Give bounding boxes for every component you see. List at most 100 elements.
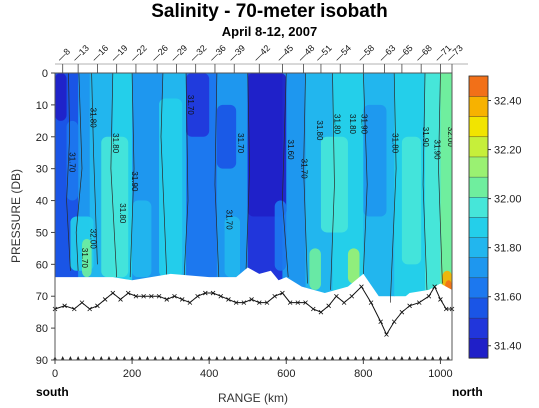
salinity-patch xyxy=(347,248,360,284)
station-marker xyxy=(407,356,412,360)
station-marker xyxy=(184,356,188,360)
x-axis: 0 200 400 600 800 1000 xyxy=(52,360,453,380)
x-tick-label: 0 xyxy=(52,368,58,380)
station-marker xyxy=(245,356,250,360)
station-marker xyxy=(269,356,273,360)
station-marker xyxy=(230,356,235,360)
salinity-patch xyxy=(247,73,287,217)
bottom-depth-marker xyxy=(416,300,422,305)
y-tick-label: 10 xyxy=(36,100,48,112)
salinity-patch xyxy=(216,104,237,169)
colorbar-label: 32.20 xyxy=(494,145,522,157)
salinity-patch xyxy=(81,238,92,278)
x-tick-label: 400 xyxy=(200,368,218,380)
station-marker xyxy=(84,356,88,360)
bottom-depth-marker xyxy=(156,293,162,299)
station-label: —13 xyxy=(70,43,91,64)
bottom-depth-marker xyxy=(172,293,177,299)
bottom-depth-marker xyxy=(102,297,108,302)
station-label: —26 xyxy=(149,43,170,64)
contour-line xyxy=(245,73,250,278)
north-label: north xyxy=(452,385,483,399)
station-marker xyxy=(207,356,211,360)
plot-frame xyxy=(54,72,453,361)
station-labels: —8—13—16—19—22 —26—29—32—36—39 —42 —45 —48—5… xyxy=(55,43,468,73)
colorbar-segment xyxy=(468,95,489,117)
bottom-depth-marker xyxy=(233,300,239,305)
bottom-depth-marker xyxy=(203,290,208,296)
bottom-depth-marker xyxy=(133,293,139,299)
station-marker xyxy=(176,356,181,360)
chart-title: Salinity - 70-meter isobath xyxy=(151,1,388,22)
contour-line xyxy=(129,73,135,278)
bottom-depth-marker xyxy=(280,290,285,296)
y-tick-label: 0 xyxy=(42,68,48,80)
bottom-depth-marker xyxy=(378,319,383,325)
contour-label: 31.80 xyxy=(390,133,399,154)
contour-line xyxy=(160,73,168,278)
bottom-depth-marker xyxy=(310,306,316,312)
bottom-depth-marker xyxy=(210,290,216,296)
station-marker xyxy=(430,356,435,360)
bottom-depth-marker xyxy=(359,284,364,289)
contour-label: 31.90 xyxy=(130,171,139,192)
station-marker xyxy=(168,356,173,360)
bottom-depth-marker xyxy=(326,303,331,309)
contour-label: 31.70 xyxy=(300,159,309,180)
colorbar-label: 31.60 xyxy=(494,292,522,304)
y-tick-label: 40 xyxy=(36,196,48,208)
station-marker xyxy=(68,356,73,360)
station-marker xyxy=(238,356,242,360)
bottom-depth-marker xyxy=(426,293,432,299)
station-marker xyxy=(346,356,350,360)
colorbar-segment xyxy=(468,75,489,97)
contour-label: 31.80 xyxy=(118,203,127,224)
bottom-depth-marker xyxy=(368,300,374,305)
station-label: —65 xyxy=(394,43,415,64)
bottom-depth-marker xyxy=(195,293,200,299)
station-marker xyxy=(253,356,258,360)
station-marker xyxy=(400,356,404,360)
x-tick-label: 200 xyxy=(123,368,141,380)
station-marker xyxy=(392,356,396,360)
y-tick-label: 60 xyxy=(36,259,48,271)
colorbar-label: 32.40 xyxy=(494,96,522,108)
bottom-depth-marker xyxy=(349,293,355,299)
station-marker xyxy=(130,356,134,360)
x-axis-label: RANGE (km) xyxy=(218,391,288,405)
station-marker xyxy=(292,356,296,360)
colorbar-segment xyxy=(468,236,489,258)
colorbar-segment xyxy=(468,116,489,138)
bottom-depth-marker xyxy=(179,297,185,302)
y-tick-label: 20 xyxy=(36,132,48,144)
contour-line xyxy=(91,73,98,265)
y-axis: 0 10 20 30 40 50 60 70 80 90 xyxy=(36,68,55,367)
station-marker xyxy=(438,356,443,360)
contour-label: 31.70 xyxy=(186,95,195,116)
bottom-depth-marker xyxy=(264,300,270,305)
contour-label: 31.70 xyxy=(80,248,89,269)
contour-label: 31.60 xyxy=(286,140,295,161)
bottom-depth-marker xyxy=(141,293,146,299)
contour-line xyxy=(282,73,289,278)
contour-label: 31.80 xyxy=(315,120,324,141)
salinity-patch xyxy=(401,136,422,265)
station-label: —16 xyxy=(90,43,111,64)
station-label: —39 xyxy=(227,43,248,64)
bottom-depth-marker xyxy=(438,297,443,302)
station-marker xyxy=(107,356,111,360)
bottom-depth-marker xyxy=(95,303,100,309)
station-marker xyxy=(145,356,150,360)
station-label: —22 xyxy=(128,43,149,64)
x-tick-label: 600 xyxy=(277,368,295,380)
colorbar-segment xyxy=(468,136,489,158)
station-label: —68 xyxy=(414,43,435,64)
bottom-depth-marker xyxy=(118,297,123,302)
bottom-depth-marker xyxy=(249,297,254,302)
station-marker xyxy=(191,356,196,360)
salinity-patch xyxy=(274,200,287,271)
colorbar-label: 31.80 xyxy=(494,243,522,255)
colorbar-segment xyxy=(468,176,489,198)
station-label: —8 xyxy=(55,46,72,63)
bottom-depth-marker xyxy=(295,300,301,305)
